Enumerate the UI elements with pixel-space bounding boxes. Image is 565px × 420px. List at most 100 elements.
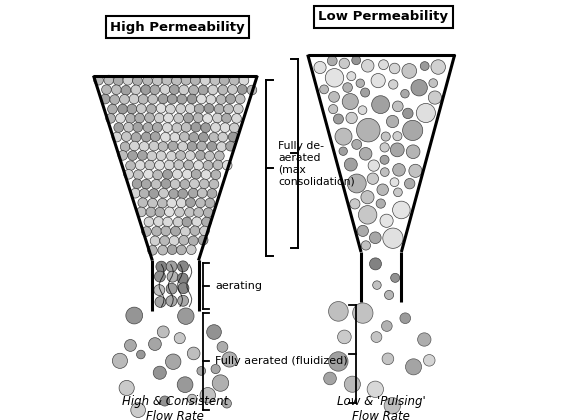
Circle shape xyxy=(161,226,171,236)
Circle shape xyxy=(406,359,421,375)
Circle shape xyxy=(177,377,193,393)
Circle shape xyxy=(389,80,398,89)
Circle shape xyxy=(187,142,197,151)
Circle shape xyxy=(185,151,195,160)
Circle shape xyxy=(163,170,172,179)
Circle shape xyxy=(156,261,167,272)
Circle shape xyxy=(182,169,192,179)
Circle shape xyxy=(144,217,154,227)
Circle shape xyxy=(172,123,182,133)
Circle shape xyxy=(189,85,198,95)
Circle shape xyxy=(184,113,193,123)
Circle shape xyxy=(210,76,220,85)
Circle shape xyxy=(171,226,180,236)
Circle shape xyxy=(203,208,213,218)
Circle shape xyxy=(191,122,201,132)
Circle shape xyxy=(188,188,198,198)
Circle shape xyxy=(112,353,128,368)
Circle shape xyxy=(207,189,217,198)
Circle shape xyxy=(154,217,163,226)
Circle shape xyxy=(358,106,367,115)
Circle shape xyxy=(194,160,203,170)
Circle shape xyxy=(423,354,435,366)
Circle shape xyxy=(201,76,210,85)
Circle shape xyxy=(320,85,328,94)
Circle shape xyxy=(94,75,103,85)
Circle shape xyxy=(379,60,389,70)
Circle shape xyxy=(361,241,371,250)
Circle shape xyxy=(185,207,194,217)
Circle shape xyxy=(190,226,200,236)
Circle shape xyxy=(229,76,239,85)
Circle shape xyxy=(168,141,178,151)
Circle shape xyxy=(164,113,173,123)
Circle shape xyxy=(211,365,220,374)
Circle shape xyxy=(154,113,164,123)
Circle shape xyxy=(120,142,130,152)
Circle shape xyxy=(131,189,140,198)
Circle shape xyxy=(337,330,351,344)
Circle shape xyxy=(133,123,142,132)
Circle shape xyxy=(160,236,170,246)
Circle shape xyxy=(159,189,168,198)
Circle shape xyxy=(107,104,118,114)
Circle shape xyxy=(188,394,197,403)
Circle shape xyxy=(155,207,164,217)
Circle shape xyxy=(202,217,211,227)
Circle shape xyxy=(170,132,180,142)
Circle shape xyxy=(180,132,189,142)
Circle shape xyxy=(138,151,147,160)
Circle shape xyxy=(135,113,145,123)
Circle shape xyxy=(380,155,389,164)
Circle shape xyxy=(112,132,121,142)
Circle shape xyxy=(213,160,223,170)
Circle shape xyxy=(357,118,380,142)
Circle shape xyxy=(138,198,147,207)
Circle shape xyxy=(186,198,195,207)
Circle shape xyxy=(405,178,415,189)
Circle shape xyxy=(211,170,221,180)
Circle shape xyxy=(205,151,215,161)
Circle shape xyxy=(314,61,326,74)
Circle shape xyxy=(329,302,348,321)
Circle shape xyxy=(215,151,224,161)
Circle shape xyxy=(136,160,145,170)
Circle shape xyxy=(141,132,151,142)
Circle shape xyxy=(158,198,167,208)
Circle shape xyxy=(431,60,445,74)
Circle shape xyxy=(380,168,389,176)
Circle shape xyxy=(361,191,374,204)
Circle shape xyxy=(429,79,437,87)
Circle shape xyxy=(176,151,185,160)
Circle shape xyxy=(136,207,146,217)
Circle shape xyxy=(166,296,177,307)
Circle shape xyxy=(380,143,389,152)
Circle shape xyxy=(190,179,199,189)
Circle shape xyxy=(385,290,394,299)
Circle shape xyxy=(368,160,380,171)
Circle shape xyxy=(400,313,411,323)
Circle shape xyxy=(226,142,236,151)
Circle shape xyxy=(133,76,142,86)
Circle shape xyxy=(128,151,137,160)
Circle shape xyxy=(325,68,344,87)
Circle shape xyxy=(166,261,177,272)
Circle shape xyxy=(143,123,153,132)
Circle shape xyxy=(172,169,182,179)
Circle shape xyxy=(132,179,142,189)
Circle shape xyxy=(207,325,221,339)
Circle shape xyxy=(176,104,185,113)
Circle shape xyxy=(371,74,385,88)
Circle shape xyxy=(329,92,340,102)
Circle shape xyxy=(403,121,423,141)
Circle shape xyxy=(223,160,232,170)
Circle shape xyxy=(198,85,208,95)
Circle shape xyxy=(233,104,243,114)
Circle shape xyxy=(182,217,192,227)
Circle shape xyxy=(344,376,360,392)
Circle shape xyxy=(376,199,385,208)
Circle shape xyxy=(383,228,403,248)
Circle shape xyxy=(224,104,233,114)
Circle shape xyxy=(131,85,141,94)
Circle shape xyxy=(208,85,218,95)
